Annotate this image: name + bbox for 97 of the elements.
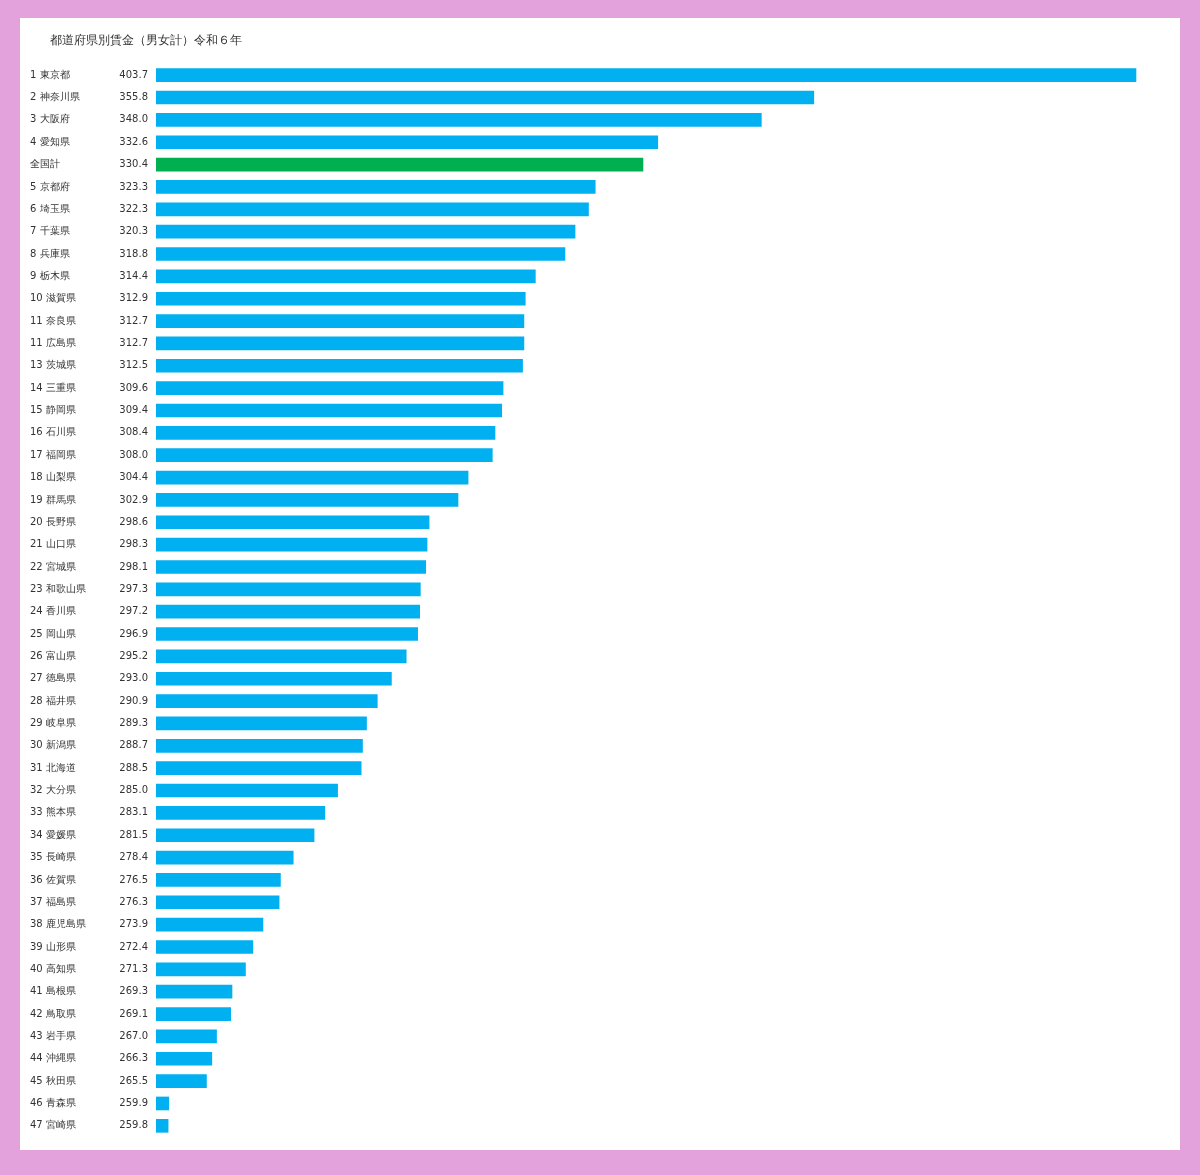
y-tick-label: 27 徳島県 — [30, 672, 116, 684]
y-tick-label: 1 東京都 — [30, 68, 110, 80]
data-label: 297.2 — [119, 605, 148, 617]
data-label: 281.5 — [119, 828, 148, 840]
data-label: 298.6 — [119, 515, 148, 527]
data-label: 293.0 — [119, 672, 148, 684]
y-tick-label: 22 宮城県 — [30, 560, 116, 572]
y-tick-label: 14 三重県 — [30, 381, 116, 393]
y-tick-label: 21 山口県 — [30, 538, 116, 550]
data-label: 269.3 — [119, 985, 148, 997]
y-tick-label: 10 滋賀県 — [30, 292, 116, 304]
data-label: 288.7 — [119, 739, 148, 751]
y-tick-label: 44 沖縄県 — [30, 1052, 116, 1064]
y-tick-label: 29 岐阜県 — [30, 717, 116, 729]
y-tick-label: 25 岡山県 — [30, 627, 116, 639]
data-label: 298.1 — [119, 560, 148, 572]
data-label: 304.4 — [119, 471, 148, 483]
data-label: 297.3 — [119, 582, 148, 594]
data-label: 296.9 — [119, 627, 148, 639]
data-label: 323.3 — [119, 180, 148, 192]
y-tick-label: 8 兵庫県 — [30, 247, 110, 259]
y-tick-label: 11 奈良県 — [30, 314, 116, 326]
data-label: 267.0 — [119, 1030, 148, 1041]
y-tick-label: 37 福島県 — [30, 895, 116, 907]
data-label: 266.3 — [119, 1052, 148, 1064]
y-tick-label: 38 鹿児島県 — [30, 918, 86, 930]
y-tick-label: 32 大分県 — [30, 784, 116, 796]
data-label: 276.3 — [119, 895, 148, 907]
chart-title: 都道府県別賃金（男女計）令和６年 — [50, 32, 242, 49]
y-tick-label: 41 島根県 — [30, 985, 116, 997]
data-label: 355.8 — [119, 91, 148, 103]
y-tick-label: 34 愛媛県 — [30, 828, 116, 840]
data-label: 312.5 — [119, 359, 148, 371]
data-label: 403.7 — [119, 68, 148, 80]
data-label: 278.4 — [119, 851, 148, 863]
y-tick-label: 39 山形県 — [30, 940, 116, 952]
data-label: 302.9 — [119, 493, 148, 505]
data-label: 271.3 — [119, 962, 148, 974]
y-tick-label: 3 大阪府 — [30, 113, 110, 125]
data-label: 348.0 — [119, 113, 148, 125]
data-label: 295.2 — [119, 649, 148, 661]
y-tick-label: 43 岩手県 — [30, 1030, 116, 1041]
y-tick-label: 7 千葉県 — [30, 225, 110, 237]
y-tick-label: 2 神奈川県 — [30, 91, 120, 103]
y-tick-label: 23 和歌山県 — [30, 582, 86, 594]
data-label: 320.3 — [119, 225, 148, 237]
y-tick-label: 45 秋田県 — [30, 1074, 116, 1086]
y-tick-label: 18 山梨県 — [30, 471, 116, 483]
y-tick-label: 全国計 — [30, 158, 100, 170]
y-tick-label: 24 香川県 — [30, 605, 116, 617]
y-tick-label: 35 長崎県 — [30, 851, 116, 863]
y-tick-label: 30 新潟県 — [30, 739, 116, 751]
data-label: 309.4 — [119, 404, 148, 416]
data-label: 312.7 — [119, 314, 148, 326]
data-label: 272.4 — [119, 940, 148, 952]
data-label: 269.1 — [119, 1007, 148, 1019]
data-label: 273.9 — [119, 918, 148, 930]
y-tick-label: 26 富山県 — [30, 649, 116, 661]
y-tick-label: 42 鳥取県 — [30, 1007, 116, 1019]
y-tick-label: 16 石川県 — [30, 426, 116, 438]
y-tick-label: 19 群馬県 — [30, 493, 116, 505]
y-tick-label: 28 福井県 — [30, 694, 116, 706]
y-tick-label: 20 長野県 — [30, 515, 116, 527]
y-tick-label: 11 広島県 — [30, 337, 116, 349]
data-label: 265.5 — [119, 1074, 148, 1086]
data-label: 285.0 — [119, 784, 148, 796]
y-tick-label: 4 愛知県 — [30, 135, 110, 147]
y-tick-label: 31 北海道 — [30, 761, 116, 773]
data-label: 330.4 — [119, 158, 148, 170]
y-tick-label: 40 高知県 — [30, 962, 116, 974]
data-label: 288.5 — [119, 761, 148, 773]
data-label: 308.4 — [119, 426, 148, 438]
data-label: 289.3 — [119, 717, 148, 729]
y-tick-label: 46 青森県 — [30, 1097, 116, 1109]
data-label: 276.5 — [119, 873, 148, 885]
data-label: 312.7 — [119, 337, 148, 349]
y-tick-label: 5 京都府 — [30, 180, 110, 192]
data-label: 283.1 — [119, 806, 148, 818]
data-label: 318.8 — [119, 247, 148, 259]
y-tick-label: 33 熊本県 — [30, 806, 116, 818]
data-label: 259.9 — [119, 1097, 148, 1109]
data-label: 298.3 — [119, 538, 148, 550]
y-tick-label: 47 宮崎県 — [30, 1119, 116, 1131]
data-label: 314.4 — [119, 269, 148, 281]
data-label: 259.8 — [119, 1119, 148, 1131]
y-tick-label: 9 栃木県 — [30, 269, 110, 281]
y-tick-label: 36 佐賀県 — [30, 873, 116, 885]
y-tick-label: 17 福岡県 — [30, 448, 116, 460]
data-label: 290.9 — [119, 694, 148, 706]
data-label: 312.9 — [119, 292, 148, 304]
data-label: 322.3 — [119, 202, 148, 214]
data-label: 309.6 — [119, 381, 148, 393]
y-tick-label: 13 茨城県 — [30, 359, 116, 371]
y-tick-label: 6 埼玉県 — [30, 202, 110, 214]
data-label: 308.0 — [119, 448, 148, 460]
data-label: 332.6 — [119, 135, 148, 147]
y-tick-label: 15 静岡県 — [30, 404, 116, 416]
